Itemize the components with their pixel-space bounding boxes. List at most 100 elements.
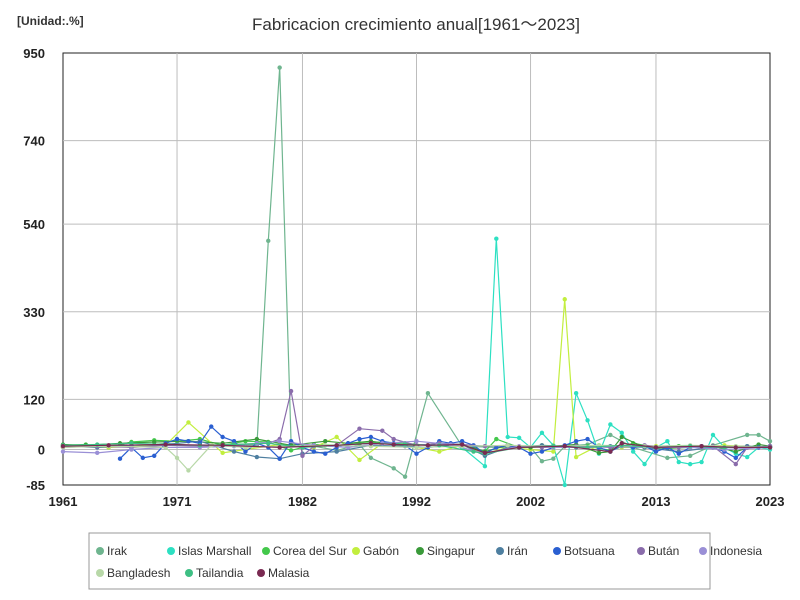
legend-marker [185, 569, 193, 577]
data-point [539, 449, 545, 454]
data-point [573, 454, 579, 460]
data-point [619, 434, 624, 440]
data-point [174, 436, 180, 442]
legend-item: Bangladesh [96, 566, 170, 580]
data-point [288, 448, 294, 453]
y-tick-label: 330 [23, 305, 45, 320]
data-point [300, 453, 305, 458]
x-tick-label: 1971 [163, 494, 192, 509]
legend-item: Corea del Sur [262, 544, 347, 558]
data-point [129, 447, 134, 452]
data-point [676, 451, 681, 456]
data-point [220, 443, 225, 448]
data-point [186, 468, 191, 473]
data-point [733, 445, 738, 450]
data-point [391, 442, 396, 447]
legend-item: Indonesia [699, 544, 762, 558]
axis-ticks: 1961 1971 1982 1992 2002 2013 2023 950 740 540 330… [23, 46, 784, 509]
data-point [608, 422, 613, 427]
data-point [231, 449, 237, 454]
data-point [186, 438, 191, 444]
data-point [516, 445, 522, 450]
legend-marker [496, 547, 504, 555]
x-tick-label: 2023 [756, 494, 785, 509]
data-point [608, 432, 613, 438]
legend-item: Singapur [416, 544, 475, 558]
data-point [539, 459, 545, 464]
data-point [619, 430, 624, 436]
data-point [152, 439, 157, 445]
data-point [767, 438, 773, 444]
data-point [733, 455, 738, 461]
legend-marker [352, 547, 360, 555]
data-point [528, 451, 533, 456]
data-point [459, 438, 465, 444]
data-point [117, 456, 123, 461]
y-tick-label: 540 [23, 217, 45, 232]
data-point [414, 445, 419, 450]
legend-marker [553, 547, 561, 555]
data-point [573, 390, 579, 396]
data-point [710, 432, 716, 438]
data-point [311, 449, 317, 454]
legend-item: Malasia [257, 566, 310, 580]
data-point [596, 450, 602, 456]
data-point [277, 65, 282, 70]
x-tick-label: 1992 [402, 494, 431, 509]
x-tick-label: 2002 [516, 494, 545, 509]
data-point [482, 464, 488, 469]
data-point [539, 430, 545, 436]
data-point [687, 461, 693, 467]
data-point [186, 420, 191, 425]
data-point [585, 436, 590, 442]
data-point [608, 449, 613, 454]
legend-label: Singapur [427, 544, 475, 558]
data-point [323, 438, 328, 444]
data-point [414, 438, 419, 444]
data-point [163, 442, 168, 447]
data-point [425, 443, 431, 448]
legend-label: Indonesia [710, 544, 762, 558]
data-point [220, 450, 225, 456]
data-point [357, 436, 362, 442]
series-lines [60, 65, 773, 488]
legend-marker [96, 569, 104, 577]
legend-label: Bután [648, 544, 679, 558]
x-tick-label: 2013 [642, 494, 671, 509]
x-tick-label: 1982 [288, 494, 317, 509]
data-point [209, 424, 214, 429]
y-tick-label: 950 [23, 46, 45, 61]
data-point [505, 443, 510, 448]
data-point [60, 443, 66, 449]
legend-label: Tailandia [196, 566, 244, 580]
data-point [277, 438, 282, 444]
data-point [756, 432, 761, 438]
data-point [699, 443, 704, 449]
data-point [653, 449, 659, 454]
series-malasia [60, 441, 773, 456]
data-point [665, 455, 670, 461]
data-point [505, 434, 510, 440]
data-point [391, 466, 396, 471]
legend-marker [637, 547, 645, 555]
legend-label: Botsuana [564, 544, 615, 558]
data-point [129, 441, 134, 446]
data-point [494, 236, 499, 241]
data-point [368, 441, 374, 446]
data-point [266, 238, 271, 244]
legend-marker [262, 547, 270, 555]
data-point [665, 438, 670, 444]
data-point [323, 451, 328, 456]
legend-label: Malasia [268, 566, 310, 580]
data-point [357, 426, 362, 431]
data-point [516, 435, 522, 441]
x-tick-label: 1961 [49, 494, 78, 509]
data-point [334, 449, 339, 454]
data-point [368, 434, 374, 440]
legend-marker [699, 547, 707, 555]
data-point [733, 449, 738, 454]
data-point [254, 454, 260, 460]
legend-label: Irán [507, 544, 528, 558]
data-point [562, 482, 567, 488]
legend-item: Islas Marshall [167, 544, 251, 558]
